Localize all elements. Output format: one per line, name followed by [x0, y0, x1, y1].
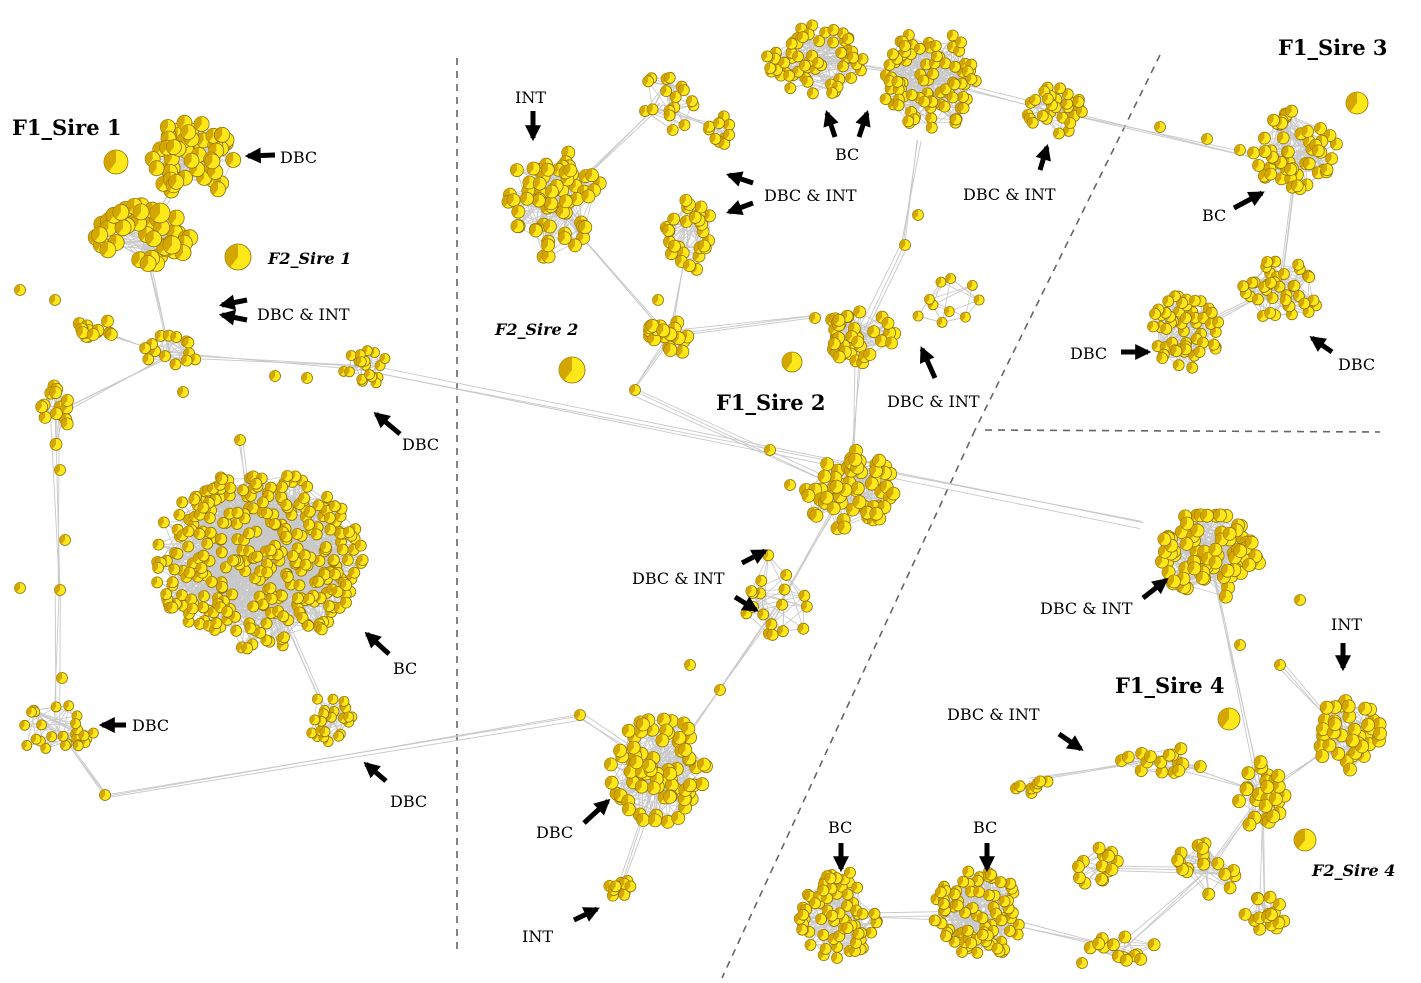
- network-edge: [620, 730, 630, 796]
- network-node: [180, 124, 197, 141]
- network-node: [183, 152, 200, 169]
- network-node: [214, 126, 231, 143]
- network-node: [145, 230, 163, 248]
- network-edge: [33, 709, 94, 734]
- network-edge: [1281, 123, 1328, 170]
- network-edge: [929, 285, 973, 300]
- network-link: [106, 719, 585, 799]
- network-link: [558, 210, 669, 338]
- network-edge: [24, 706, 57, 726]
- network-edge: [210, 532, 250, 624]
- network-edge: [31, 711, 78, 731]
- dividers: [456, 54, 1381, 979]
- divider-top-right: [974, 54, 1161, 431]
- network-link: [1118, 876, 1207, 953]
- network-link: [1057, 108, 1250, 158]
- network-node: [165, 139, 182, 156]
- network-edge: [965, 285, 973, 318]
- network-node: [168, 173, 185, 190]
- network-edge: [785, 574, 804, 629]
- network-edge: [802, 36, 844, 67]
- divider-bottom-diagonal: [721, 429, 976, 979]
- divider-right-horizontal: [984, 429, 1381, 433]
- network-node: [148, 160, 165, 177]
- network-node: [204, 153, 221, 170]
- network-link: [669, 314, 822, 332]
- network-edge: [169, 483, 257, 608]
- network-node: [225, 152, 242, 168]
- network-edge: [771, 595, 805, 625]
- network-link: [903, 140, 918, 248]
- network-edge: [767, 555, 785, 590]
- network-node: [91, 226, 108, 244]
- network-node: [193, 116, 210, 132]
- network-node: [132, 203, 150, 221]
- network-edge: [516, 169, 544, 257]
- network-node: [210, 181, 226, 198]
- network-node: [99, 241, 117, 259]
- network-edge: [35, 705, 69, 740]
- network-node: [167, 209, 185, 227]
- network-edge: [932, 285, 973, 306]
- network-edge: [24, 715, 78, 726]
- network-node: [139, 255, 157, 272]
- network-edge: [26, 711, 36, 746]
- network-link: [1055, 111, 1249, 158]
- network-node: [112, 203, 130, 221]
